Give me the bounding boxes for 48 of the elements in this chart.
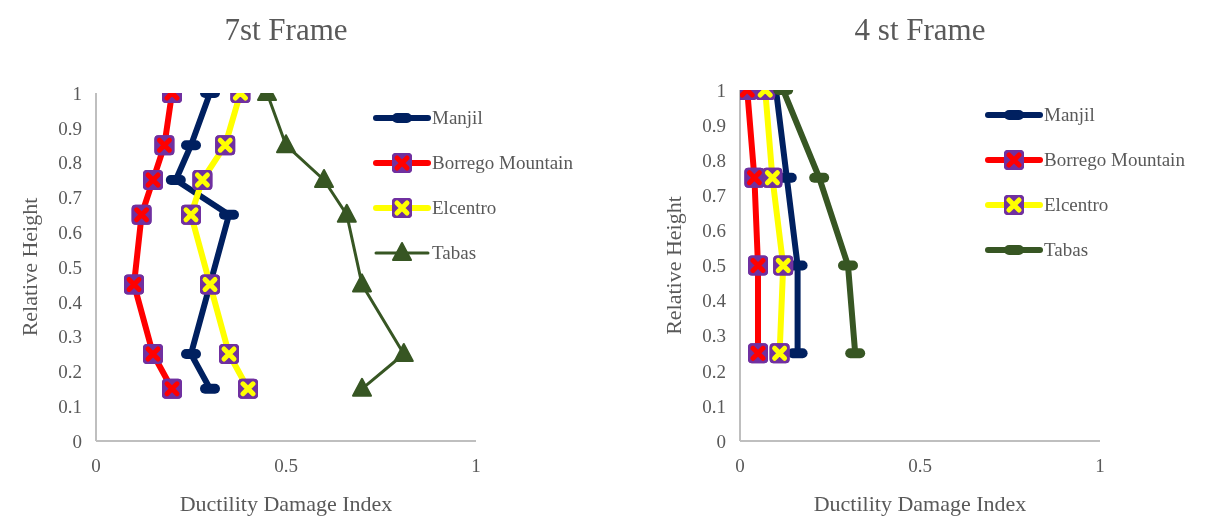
y-tick-label: 0.9 [58,117,82,139]
y-tick-label: 0.4 [702,290,727,312]
y-tick-label: 0 [72,430,82,452]
y-tick-label: 0.3 [58,326,82,348]
legend-label: Manjil [1044,103,1095,126]
x-axis-title: Ductility Damage Index [179,491,393,516]
x-tick-label: 0 [91,455,101,477]
y-axis-title: Relative Height [16,197,42,337]
legend-label: Borrego Mountain [432,151,573,174]
y-tick-label: 0.5 [58,256,82,278]
y-tick-label: 0.3 [702,325,726,347]
y-tick-label: 1 [716,79,726,101]
chart-title: 7st Frame [223,12,349,48]
x-tick-label: 1 [471,455,481,477]
chart-title: 4 st Frame [853,12,987,48]
point [393,343,414,362]
point [276,134,296,154]
y-tick-label: 0.8 [58,152,82,174]
y-tick-label: 0.6 [702,220,726,242]
y-tick-label: 0.2 [58,361,82,383]
y-tick-label: 0.7 [702,185,726,207]
legend-label: Elcentro [1044,193,1109,216]
y-tick-label: 0.1 [58,395,82,417]
x-tick-label: 0 [735,455,745,477]
y-tick-label: 0 [716,430,726,452]
point [336,203,357,223]
legend-label: Borrego Mountain [1044,148,1185,171]
y-tick-label: 1 [72,82,82,104]
point [352,377,372,397]
y-tick-label: 0.4 [58,291,83,313]
y-tick-label: 0.7 [58,187,82,209]
y-tick-label: 0.1 [702,395,726,417]
x-tick-label: 0.5 [274,455,298,477]
legend-label: Tabas [1044,238,1089,261]
y-tick-label: 0.6 [58,221,82,243]
legend-label: Tabas [432,241,477,264]
y-axis-title: Relative Height [660,196,686,335]
legend-label: Elcentro [432,196,497,219]
y-tick-label: 0.2 [702,360,726,382]
point [314,169,334,188]
x-axis-title: Ductility Damage Index [813,491,1027,516]
x-tick-label: 1 [1095,455,1105,477]
y-tick-label: 0.5 [702,255,726,277]
y-tick-label: 0.9 [702,114,726,136]
x-tick-label: 0.5 [908,455,932,477]
legend-label: Manjil [432,106,483,129]
y-tick-label: 0.8 [702,149,726,171]
point [352,273,372,293]
